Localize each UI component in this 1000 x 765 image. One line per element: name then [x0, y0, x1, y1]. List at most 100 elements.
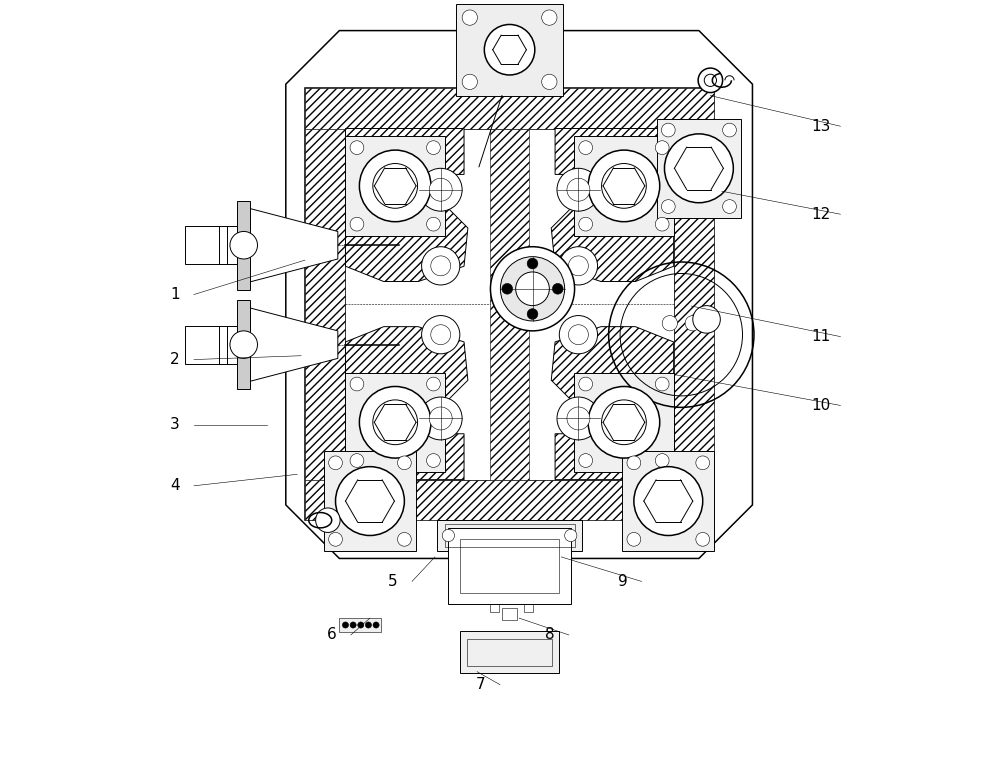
Bar [657, 119, 741, 218]
Text: 4: 4 [170, 478, 180, 493]
Circle shape [579, 377, 593, 391]
Circle shape [559, 247, 598, 285]
Circle shape [579, 141, 593, 155]
Text: 7: 7 [476, 677, 486, 692]
Circle shape [431, 256, 451, 276]
Circle shape [655, 217, 669, 231]
Bar [305, 129, 345, 480]
Circle shape [490, 246, 575, 330]
Circle shape [696, 532, 710, 546]
Circle shape [588, 386, 660, 458]
Text: 11: 11 [812, 329, 831, 344]
Circle shape [662, 316, 677, 330]
Circle shape [373, 164, 418, 208]
Bar [345, 129, 674, 480]
Circle shape [230, 232, 257, 259]
Bar [305, 480, 714, 520]
Polygon shape [345, 327, 468, 480]
Circle shape [359, 150, 431, 222]
Bar [305, 88, 714, 520]
Text: 5: 5 [388, 574, 398, 589]
Circle shape [427, 141, 440, 155]
Circle shape [484, 24, 535, 75]
Circle shape [316, 508, 340, 532]
Bar [448, 528, 571, 604]
Circle shape [342, 622, 349, 628]
Text: 2: 2 [170, 352, 180, 367]
Polygon shape [237, 201, 250, 290]
Bar [574, 136, 674, 236]
Circle shape [685, 316, 700, 330]
Circle shape [568, 325, 588, 344]
Circle shape [429, 178, 452, 201]
Polygon shape [185, 226, 237, 265]
Circle shape [429, 407, 452, 430]
Circle shape [350, 217, 364, 231]
Circle shape [502, 283, 513, 295]
Circle shape [397, 532, 411, 546]
Circle shape [704, 74, 716, 86]
Circle shape [422, 316, 460, 353]
Circle shape [627, 532, 641, 546]
Circle shape [462, 10, 477, 25]
Circle shape [602, 400, 646, 444]
Circle shape [655, 377, 669, 391]
Circle shape [557, 168, 600, 211]
Text: 13: 13 [812, 119, 831, 134]
Circle shape [567, 178, 590, 201]
Bar [456, 4, 563, 96]
Text: 9: 9 [618, 574, 627, 589]
Circle shape [579, 454, 593, 467]
Circle shape [419, 168, 462, 211]
Circle shape [373, 622, 379, 628]
Circle shape [602, 164, 646, 208]
Bar [445, 524, 575, 547]
Bar [345, 373, 445, 472]
Bar [339, 618, 381, 632]
Circle shape [350, 622, 356, 628]
Text: 10: 10 [812, 398, 831, 413]
Bar [574, 373, 674, 472]
Text: 12: 12 [812, 207, 831, 222]
Circle shape [542, 10, 557, 25]
Circle shape [462, 74, 477, 90]
Bar [490, 551, 499, 612]
Circle shape [431, 325, 451, 344]
Circle shape [568, 256, 588, 276]
Circle shape [329, 456, 342, 470]
Circle shape [661, 200, 675, 213]
Circle shape [696, 456, 710, 470]
Polygon shape [250, 209, 338, 282]
Circle shape [552, 283, 563, 295]
Circle shape [693, 306, 720, 334]
Bar [674, 129, 714, 480]
Circle shape [698, 68, 723, 93]
Circle shape [427, 454, 440, 467]
Bar [460, 539, 559, 593]
Circle shape [627, 456, 641, 470]
Circle shape [655, 141, 669, 155]
Circle shape [350, 377, 364, 391]
Circle shape [230, 331, 257, 358]
Circle shape [527, 308, 538, 320]
Circle shape [723, 123, 736, 137]
Circle shape [365, 622, 371, 628]
Bar [622, 451, 714, 551]
Circle shape [516, 272, 549, 305]
Bar [305, 88, 714, 129]
Circle shape [329, 532, 342, 546]
Text: 6: 6 [327, 627, 337, 643]
Circle shape [442, 529, 454, 542]
Circle shape [419, 397, 462, 440]
Bar [467, 639, 552, 666]
Circle shape [567, 407, 590, 430]
Circle shape [664, 134, 733, 203]
Circle shape [588, 150, 660, 222]
Polygon shape [237, 301, 250, 389]
Text: 3: 3 [170, 417, 180, 432]
Circle shape [350, 141, 364, 155]
Text: 8: 8 [545, 627, 555, 643]
Bar [502, 608, 517, 620]
Circle shape [336, 467, 404, 536]
Polygon shape [250, 308, 338, 381]
